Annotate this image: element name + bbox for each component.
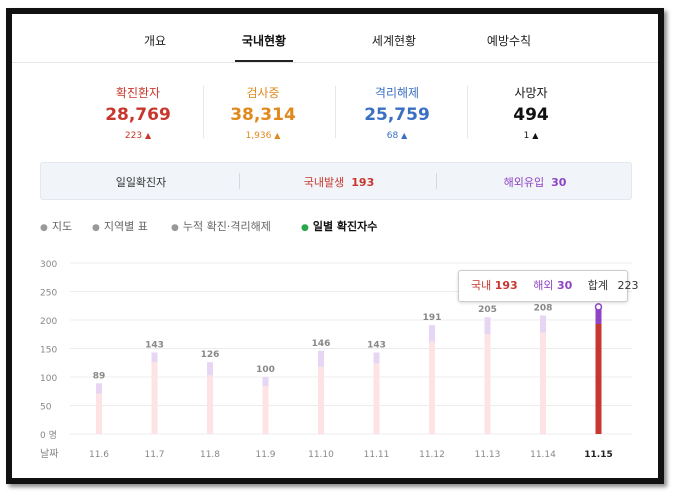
- bar-overseas: [207, 362, 213, 376]
- bar-value-label: 205: [478, 305, 497, 315]
- bar-value-label: 143: [145, 340, 164, 350]
- bar-overseas: [318, 350, 324, 367]
- bar-domestic: [96, 393, 102, 434]
- triangle-up-icon: ▲: [401, 131, 408, 140]
- y-tick-label: 250: [40, 289, 57, 299]
- x-tick-label: 11.14: [530, 450, 556, 460]
- bar-overseas: [151, 352, 158, 363]
- stat-testing-label: 검사중: [246, 86, 280, 100]
- x-tick-label: 11.9: [255, 450, 275, 460]
- y-tick-label: 300: [40, 260, 57, 270]
- bar-domestic: [318, 366, 324, 434]
- bar-overseas: [429, 325, 435, 342]
- daily-domestic: 국내발생 193: [303, 176, 375, 189]
- bullet-icon: ●: [301, 223, 309, 233]
- bar-overseas: [262, 377, 269, 387]
- daily-confirmed-chart: 0 명 50 100 150 200 250 300 날짜 89 11.6 143 11.7 126 11…: [40, 260, 632, 460]
- daily-overseas: 해외유입 30: [503, 176, 567, 189]
- stat-testing: 검사중 38,314 1,936 ▲: [203, 84, 323, 141]
- daily-confirmed-label: 일일확진자: [115, 176, 167, 189]
- stat-deaths-label: 사망자: [514, 86, 548, 100]
- stat-released-label: 격리해제: [374, 86, 420, 100]
- tab-domestic-status[interactable]: 국내현황: [241, 34, 287, 48]
- bar-overseas: [595, 306, 602, 324]
- y-tick-label: 200: [40, 317, 57, 327]
- bar-domestic: [540, 332, 546, 434]
- stat-confirmed: 확진환자 28,769 223 ▲: [78, 84, 198, 141]
- stat-deaths: 사망자 494 1 ▲: [471, 84, 591, 141]
- covid-dashboard: 개요 국내현황 세계현황 예방수칙 확진환자 28,769 223 ▲ 검사중 …: [12, 14, 658, 478]
- x-tick-label: 11.12: [419, 450, 445, 460]
- triangle-up-icon: ▲: [532, 131, 539, 140]
- x-axis-label: 날짜: [40, 448, 58, 460]
- bar-value-label: 89: [93, 371, 106, 381]
- bar-domestic: [151, 362, 158, 434]
- active-tab-indicator: [235, 60, 293, 62]
- stat-confirmed-label: 확진환자: [115, 86, 161, 100]
- bullet-icon: ●: [40, 223, 48, 233]
- stat-divider: [467, 86, 468, 138]
- stat-divider: [203, 86, 204, 138]
- bar-overseas: [484, 317, 491, 335]
- stat-deaths-delta: 1 ▲: [523, 131, 539, 141]
- y-tick-label: 150: [40, 346, 57, 356]
- triangle-up-icon: ▲: [274, 131, 281, 140]
- bar-overseas: [96, 383, 102, 394]
- view-cumulative-toggle[interactable]: ● 누적 확진·격리해제: [171, 220, 271, 233]
- y-tick-label: 0 명: [40, 430, 57, 441]
- bar-value-label: 146: [312, 339, 331, 349]
- x-tick-label: 11.11: [364, 450, 390, 460]
- y-tick-label: 50: [40, 403, 52, 413]
- view-map-toggle[interactable]: ● 지도: [40, 220, 73, 233]
- tooltip-total: 합계 223: [587, 279, 639, 292]
- bar-value-label: 126: [201, 350, 220, 360]
- bar-domestic: [429, 341, 435, 434]
- tab-prevention[interactable]: 예방수칙: [486, 34, 532, 48]
- highlight-point: [594, 303, 603, 311]
- screenshot-frame: 개요 국내현황 세계현황 예방수칙 확진환자 28,769 223 ▲ 검사중 …: [6, 8, 664, 484]
- bar-overseas: [540, 315, 546, 333]
- view-region-table-toggle[interactable]: ● 지역별 표: [92, 220, 148, 233]
- stat-confirmed-value: 28,769: [105, 105, 171, 125]
- bullet-icon: ●: [171, 223, 179, 233]
- daily-confirmed-box: 일일확진자 국내발생 193 해외유입 30: [40, 162, 632, 200]
- triangle-up-icon: ▲: [144, 131, 152, 140]
- stat-released: 격리해제 25,759 68 ▲: [337, 84, 457, 141]
- x-tick-label: 11.6: [89, 450, 109, 460]
- stat-released-delta: 68 ▲: [386, 131, 408, 141]
- bar-domestic: [595, 323, 602, 434]
- bar-domestic: [207, 375, 213, 434]
- stat-divider: [335, 86, 336, 138]
- stat-confirmed-delta: 223 ▲: [124, 131, 152, 141]
- tab-bar: 개요 국내현황 세계현황 예방수칙: [12, 14, 658, 63]
- tab-overview[interactable]: 개요: [143, 34, 167, 48]
- chart-tooltip: 국내 193 해외 30 합계 223: [458, 270, 639, 302]
- view-daily-toggle[interactable]: ● 일별 확진자수: [301, 220, 378, 233]
- bar-overseas: [373, 352, 380, 364]
- x-tick-label: 11.13: [475, 450, 501, 460]
- daily-divider: [436, 173, 437, 189]
- daily-divider: [239, 173, 240, 189]
- stat-testing-delta: 1,936 ▲: [245, 131, 281, 141]
- bar-value-label: 100: [256, 365, 275, 375]
- bar-domestic: [373, 363, 380, 434]
- stat-testing-value: 38,314: [230, 105, 296, 125]
- stat-deaths-value: 494: [513, 105, 549, 125]
- x-tick-label: 11.7: [144, 450, 164, 460]
- tab-world-status[interactable]: 세계현황: [371, 34, 417, 48]
- x-tick-label: 11.10: [308, 450, 334, 460]
- bullet-icon: ●: [92, 223, 100, 233]
- x-tick-label: 11.8: [200, 450, 220, 460]
- stat-released-value: 25,759: [364, 105, 430, 125]
- y-tick-label: 100: [40, 374, 57, 384]
- x-tick-label: 11.15: [584, 450, 612, 460]
- bar-value-label: 208: [534, 303, 553, 313]
- tooltip-domestic: 국내 193: [471, 279, 518, 292]
- tooltip-overseas: 해외 30: [533, 279, 573, 292]
- bar-domestic: [262, 386, 269, 434]
- bar-domestic: [484, 334, 491, 434]
- bar-value-label: 143: [367, 340, 386, 350]
- bar-value-label: 191: [423, 313, 442, 323]
